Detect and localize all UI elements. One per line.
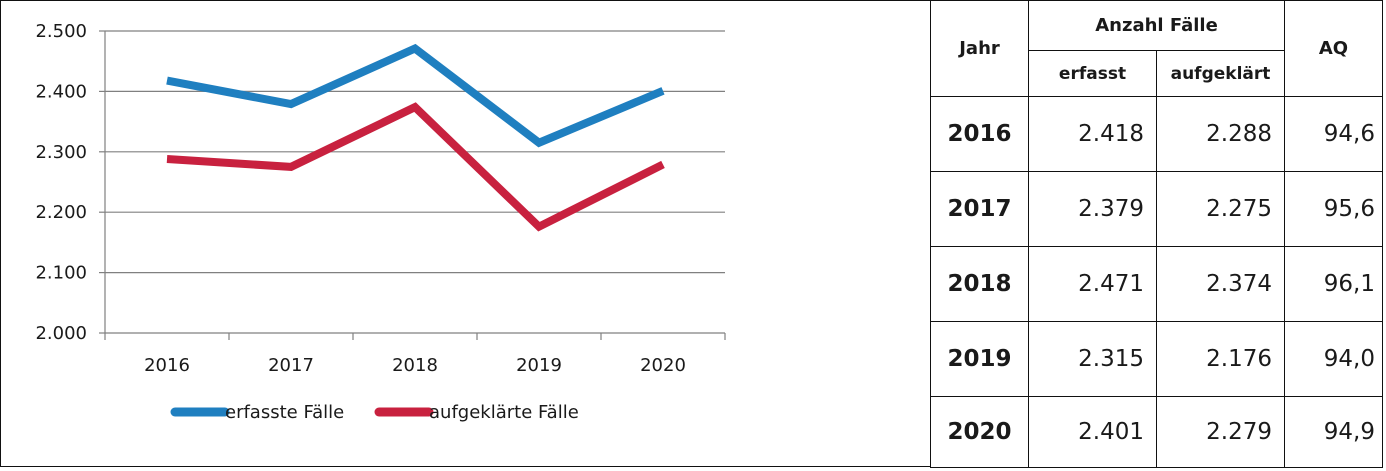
table-row: 2019 2.315 2.176 94,0 bbox=[930, 321, 1383, 397]
x-tick-label: 2018 bbox=[392, 355, 438, 376]
table-row: 2016 2.418 2.288 94,6 bbox=[930, 96, 1383, 172]
cell-aq: 94,9 bbox=[1284, 396, 1383, 468]
y-tick-label: 2.100 bbox=[35, 263, 87, 284]
table-row: 2020 2.401 2.279 94,9 bbox=[930, 396, 1383, 468]
cell-aq: 94,0 bbox=[1284, 321, 1383, 397]
x-tick-label: 2017 bbox=[268, 355, 314, 376]
line-chart-panel: 2.500 2.400 2.300 2.200 2.100 2.000 2016 2017 20… bbox=[0, 0, 931, 467]
cell-jahr: 2020 bbox=[930, 396, 1029, 468]
cell-jahr: 2019 bbox=[930, 321, 1029, 397]
y-tick-label: 2.500 bbox=[35, 21, 87, 42]
cell-erfasst: 2.379 bbox=[1028, 171, 1157, 247]
legend-label: aufgeklärte Fälle bbox=[429, 402, 579, 423]
cell-aufgeklaert: 2.176 bbox=[1156, 321, 1285, 397]
cell-jahr: 2018 bbox=[930, 246, 1029, 322]
y-tick-label: 2.000 bbox=[35, 323, 87, 344]
table-row: 2018 2.471 2.374 96,1 bbox=[930, 246, 1383, 322]
header-erfasst: erfasst bbox=[1028, 50, 1157, 97]
legend-label: erfasste Fälle bbox=[225, 402, 344, 423]
y-tick-label: 2.400 bbox=[35, 81, 87, 102]
cell-aufgeklaert: 2.288 bbox=[1156, 96, 1285, 172]
series-line-erfasste-faelle bbox=[166, 43, 665, 148]
header-aq: AQ bbox=[1284, 0, 1383, 97]
x-tick-label: 2020 bbox=[640, 355, 686, 376]
data-table: Jahr Anzahl Fälle AQ erfasst aufgeklärt … bbox=[930, 0, 1383, 468]
x-tick-label: 2019 bbox=[516, 355, 562, 376]
cell-erfasst: 2.418 bbox=[1028, 96, 1157, 172]
x-tick-label: 2016 bbox=[144, 355, 190, 376]
cell-aq: 95,6 bbox=[1284, 171, 1383, 247]
cell-aufgeklaert: 2.279 bbox=[1156, 396, 1285, 468]
cell-jahr: 2017 bbox=[930, 171, 1029, 247]
table-header-row: Jahr Anzahl Fälle AQ bbox=[930, 0, 1383, 97]
cell-jahr: 2016 bbox=[930, 96, 1029, 172]
header-aufgeklaert: aufgeklärt bbox=[1156, 50, 1285, 97]
table-row: 2017 2.379 2.275 95,6 bbox=[930, 171, 1383, 247]
cell-erfasst: 2.401 bbox=[1028, 396, 1157, 468]
cell-erfasst: 2.471 bbox=[1028, 246, 1157, 322]
cell-erfasst: 2.315 bbox=[1028, 321, 1157, 397]
cell-aq: 94,6 bbox=[1284, 96, 1383, 172]
y-tick-label: 2.200 bbox=[35, 202, 87, 223]
y-tick-label: 2.300 bbox=[35, 142, 87, 163]
header-jahr: Jahr bbox=[930, 0, 1029, 97]
cell-aq: 96,1 bbox=[1284, 246, 1383, 322]
cell-aufgeklaert: 2.275 bbox=[1156, 171, 1285, 247]
line-chart: 2.500 2.400 2.300 2.200 2.100 2.000 2016 2017 20… bbox=[35, 21, 726, 423]
cell-aufgeklaert: 2.374 bbox=[1156, 246, 1285, 322]
header-anzahl-faelle: Anzahl Fälle bbox=[1028, 0, 1285, 51]
